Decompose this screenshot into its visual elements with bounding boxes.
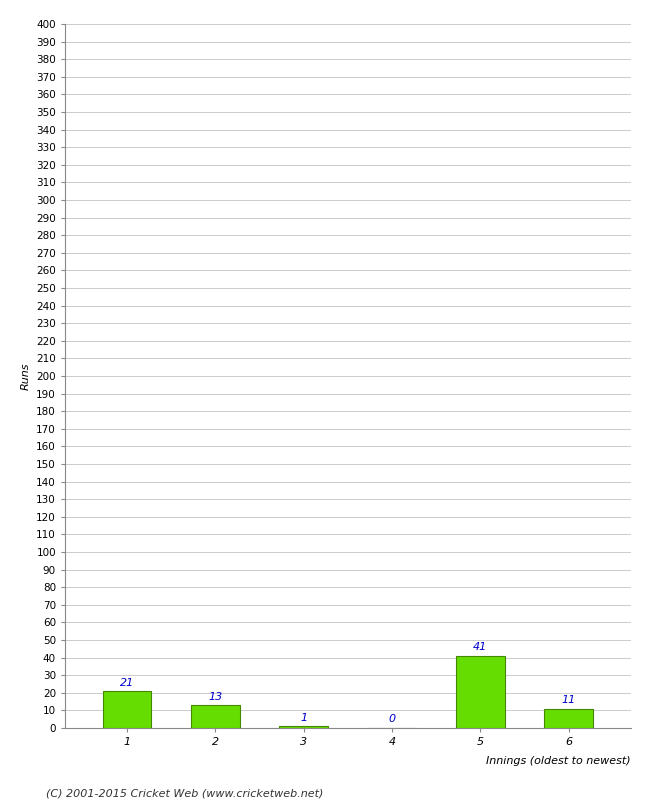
Y-axis label: Runs: Runs: [21, 362, 31, 390]
Text: 11: 11: [562, 695, 576, 705]
Text: 13: 13: [208, 691, 222, 702]
Text: 41: 41: [473, 642, 488, 652]
Text: 21: 21: [120, 678, 134, 687]
Bar: [456, 656, 504, 728]
Text: 0: 0: [388, 714, 395, 725]
Text: Innings (oldest to newest): Innings (oldest to newest): [486, 756, 630, 766]
Bar: [103, 691, 151, 728]
Text: (C) 2001-2015 Cricket Web (www.cricketweb.net): (C) 2001-2015 Cricket Web (www.cricketwe…: [46, 788, 323, 798]
Bar: [280, 726, 328, 728]
Bar: [191, 705, 239, 728]
Bar: [544, 709, 593, 728]
Text: 1: 1: [300, 713, 307, 722]
